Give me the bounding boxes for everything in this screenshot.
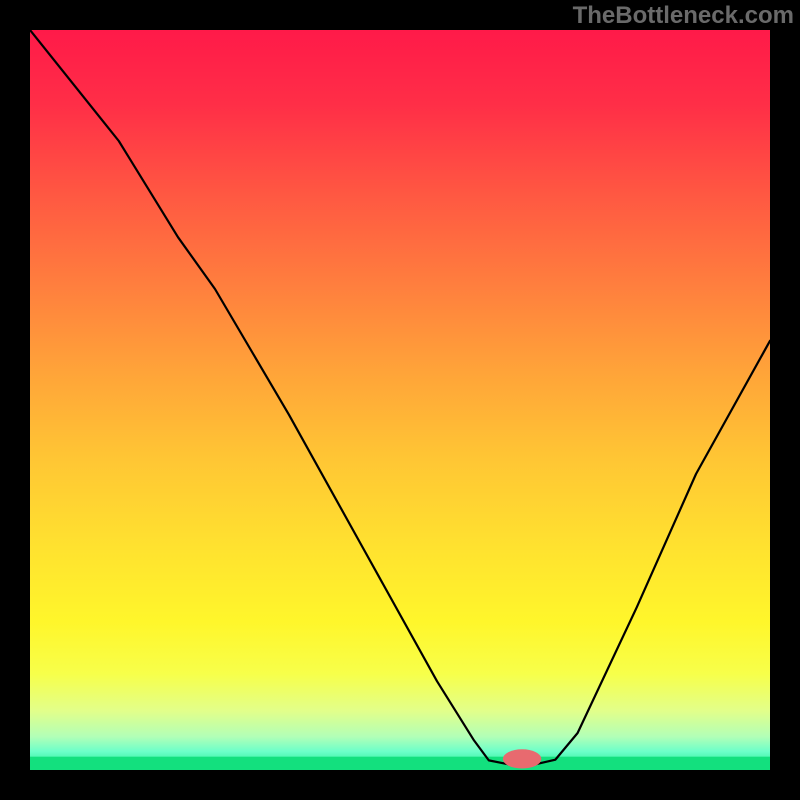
watermark-text: TheBottleneck.com bbox=[573, 2, 794, 30]
chart-svg bbox=[30, 30, 770, 770]
plot-area bbox=[30, 30, 770, 770]
chart-frame: TheBottleneck.com bbox=[0, 0, 800, 800]
minimum-marker bbox=[503, 749, 541, 768]
gradient-background bbox=[30, 30, 770, 770]
bottom-band bbox=[30, 757, 770, 770]
